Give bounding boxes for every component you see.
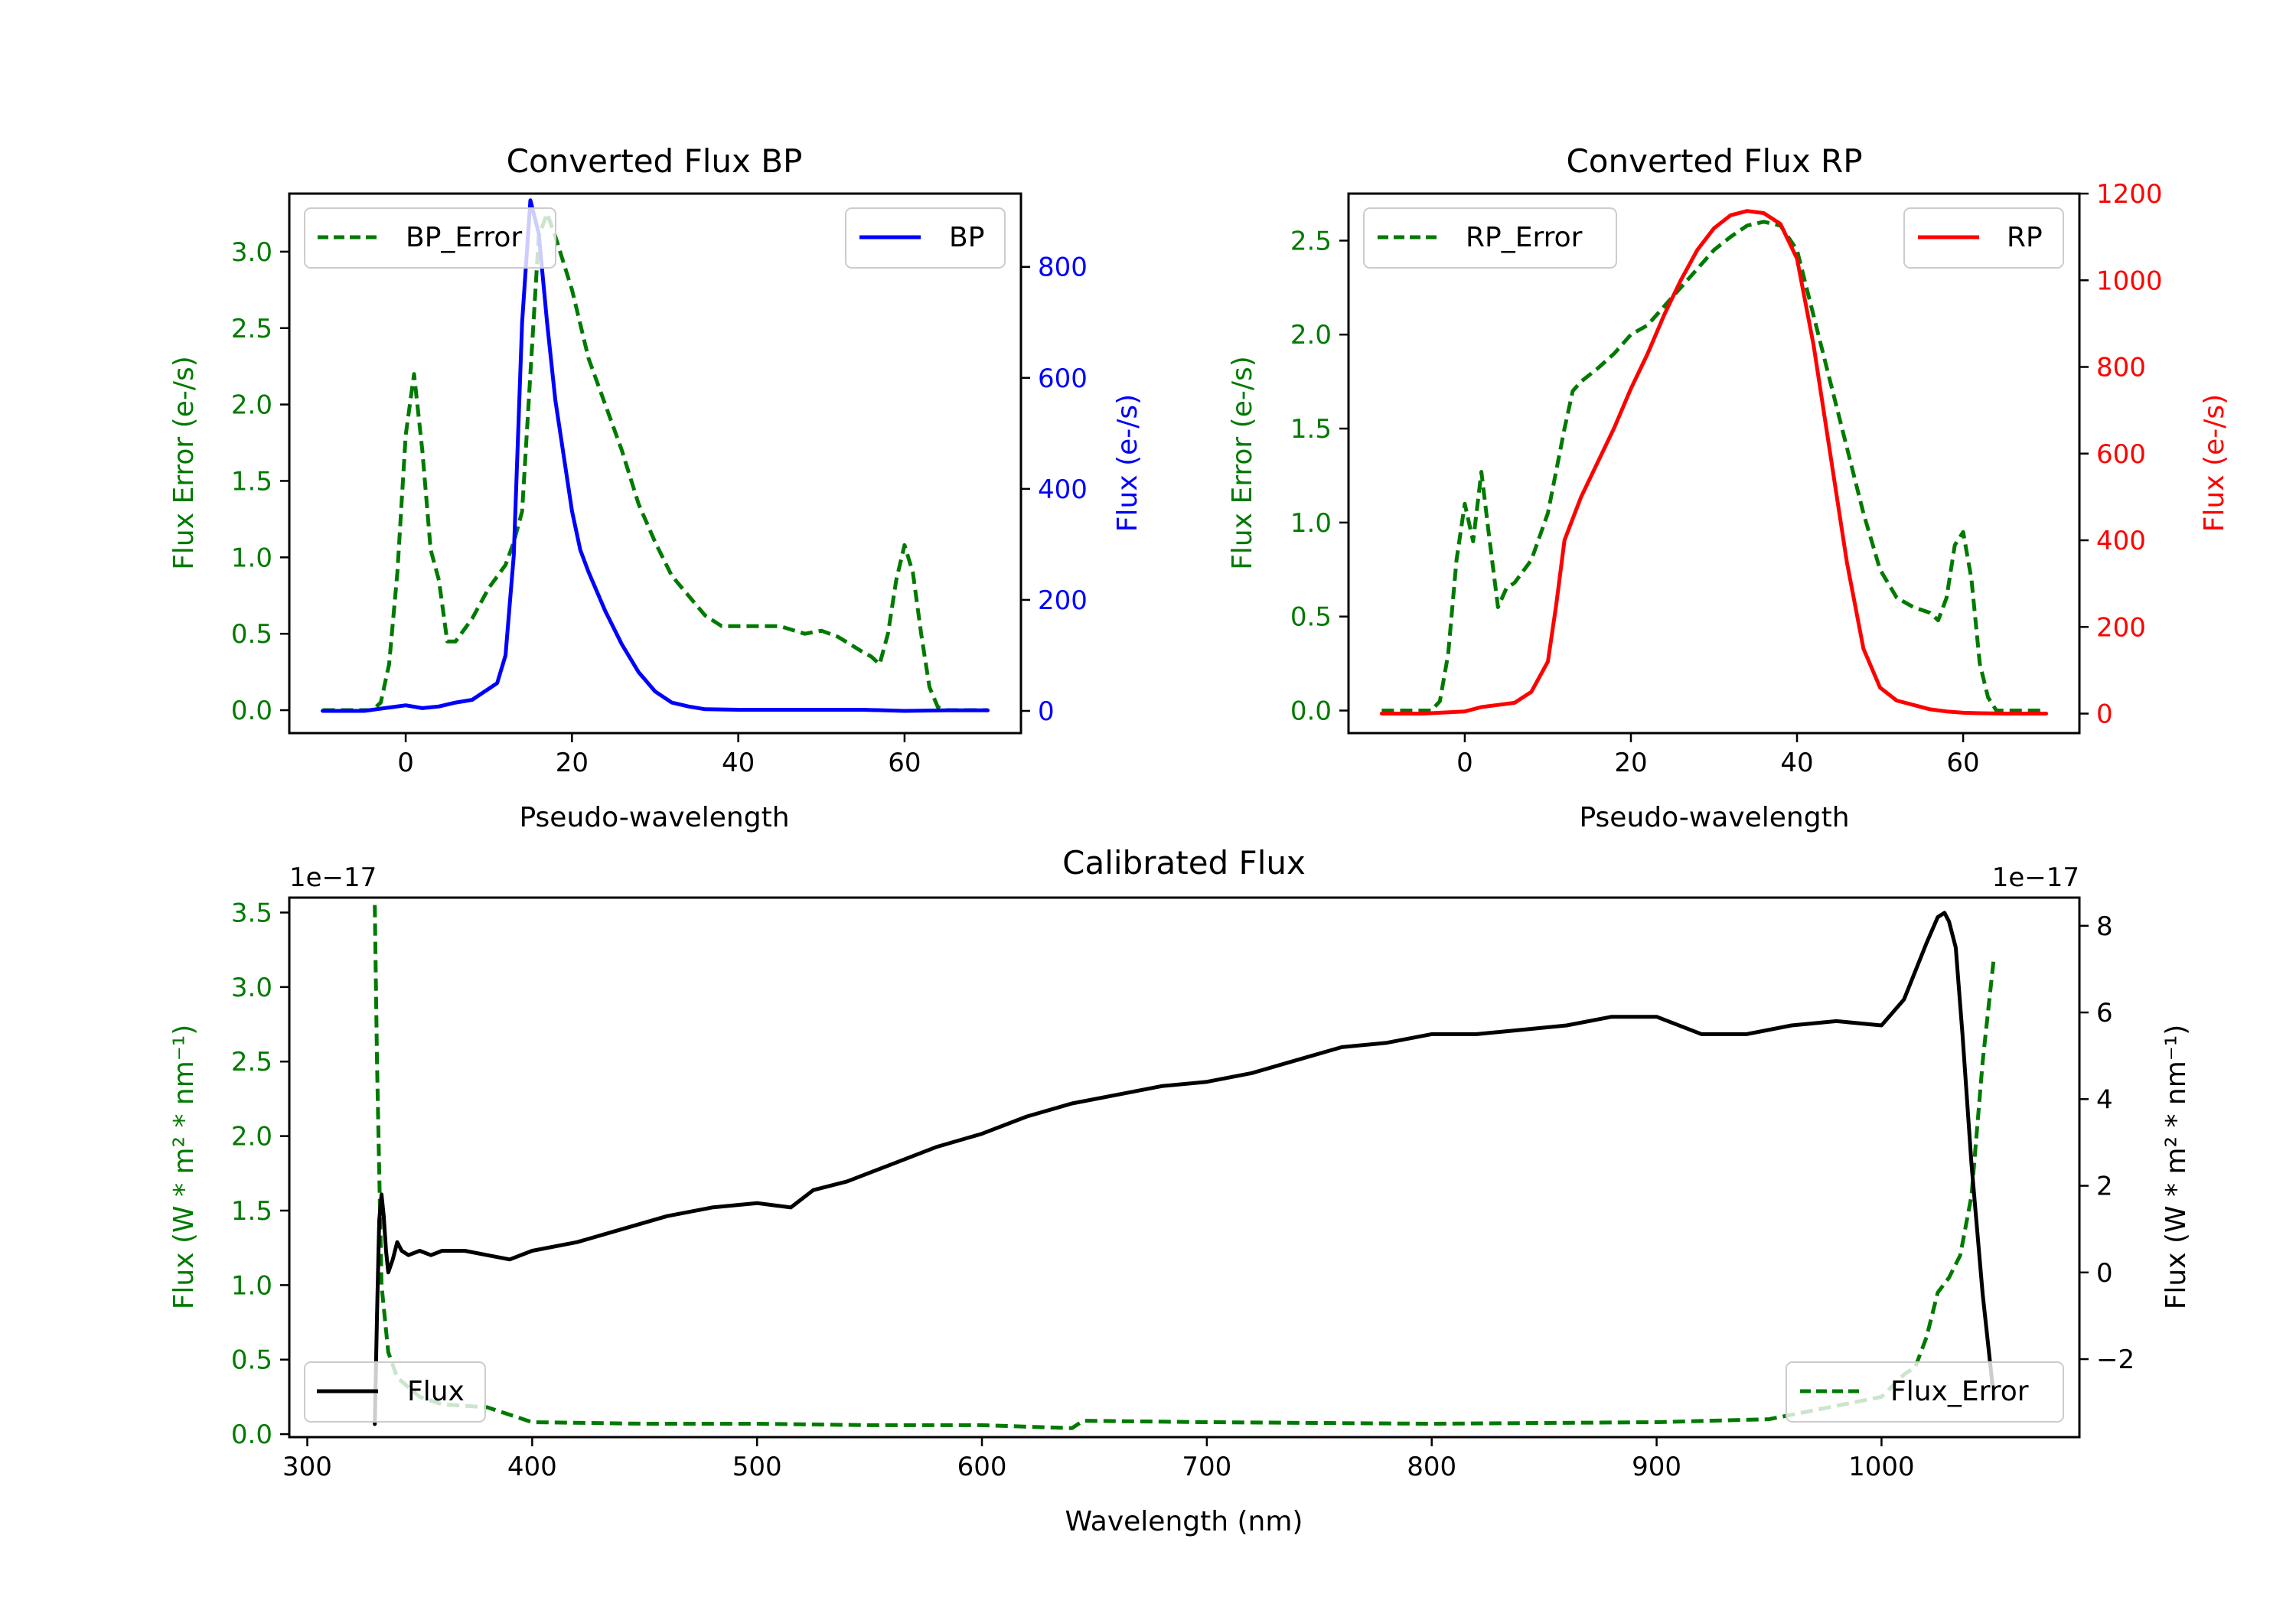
rp-series-rp	[1379, 209, 2049, 715]
cal-ylabel-left: Flux (W * m² * nm⁻¹)	[168, 1025, 200, 1310]
rp-ytick-right-label: 400	[2096, 526, 2146, 556]
bp-xlabel: Pseudo-wavelength	[519, 802, 789, 833]
cal-ytick-right-label: −2	[2096, 1345, 2135, 1375]
bp-series-bp-error	[322, 211, 988, 712]
cal-xtick-label: 500	[732, 1452, 782, 1482]
cal-legend-right-label: Flux_Error	[1890, 1376, 2029, 1407]
bp-ytick-left-label: 1.5	[231, 466, 272, 497]
cal-xtick-label: 1000	[1848, 1452, 1915, 1482]
bp-ytick-right-label: 600	[1038, 363, 1088, 394]
rp-ytick-right-label: 600	[2096, 439, 2146, 470]
cal-xtick-label: 300	[282, 1452, 332, 1482]
bp-series-bp	[321, 198, 990, 713]
bp-ytick-left-label: 2.5	[231, 314, 272, 344]
bp-ytick-left-label: 3.0	[231, 237, 272, 268]
cal-legend-left-label: Flux	[407, 1376, 465, 1407]
rp-legend-right-label: RP	[2007, 222, 2043, 253]
cal-ytick-left-label: 2.0	[231, 1122, 272, 1152]
cal-xtick-label: 800	[1407, 1452, 1456, 1482]
cal-ytick-left-label: 0.0	[231, 1420, 272, 1450]
cal-ytick-right-label: 0	[2096, 1258, 2113, 1289]
rp-legend-right: RP	[1903, 207, 2064, 269]
bp-ytick-left-label: 2.0	[231, 390, 272, 421]
cal-offset-right: 1e−17	[1992, 862, 2079, 893]
bp-legend-right: BP	[845, 207, 1006, 269]
bp-xtick-label: 0	[397, 748, 414, 778]
bp-legend-right-label: BP	[949, 222, 984, 253]
cal-xlabel: Wavelength (nm)	[1065, 1506, 1303, 1537]
bp-ytick-left-label: 0.0	[231, 696, 272, 726]
bp-legend-left: BP_Error	[304, 207, 556, 269]
rp-xtick-label: 40	[1780, 748, 1813, 778]
cal-legend-left: Flux	[304, 1361, 486, 1423]
cal-legend-right: Flux_Error	[1786, 1361, 2064, 1423]
rp-xtick-label: 20	[1614, 748, 1647, 778]
rp-ytick-right-label: 800	[2096, 353, 2146, 383]
cal-offset-left: 1e−17	[289, 862, 377, 893]
cal-xtick-label: 900	[1632, 1452, 1681, 1482]
bp-ytick-right-label: 200	[1038, 585, 1088, 616]
cal-xtick-label: 600	[957, 1452, 1007, 1482]
bp-ytick-left-label: 0.5	[231, 619, 272, 650]
bp-ytick-right-label: 800	[1038, 253, 1088, 283]
cal-xtick-label: 400	[507, 1452, 557, 1482]
rp-ytick-right-label: 200	[2096, 612, 2146, 643]
rp-xtick-label: 60	[1946, 748, 1979, 778]
rp-ytick-left-label: 0.0	[1290, 696, 1332, 727]
rp-ylabel-left: Flux Error (e-/s)	[1227, 356, 1258, 570]
cal-plot-frame	[288, 896, 2081, 1439]
rp-title: Converted Flux RP	[1566, 142, 1862, 180]
bp-ytick-right-label: 0	[1038, 696, 1055, 727]
rp-ytick-right-label: 1200	[2096, 179, 2163, 210]
cal-ytick-left-label: 3.0	[231, 973, 272, 1003]
cal-ytick-left-label: 1.5	[231, 1196, 272, 1227]
cal-ytick-right-label: 8	[2096, 911, 2113, 942]
panel-calibrated: Calibrated Flux 300 400 500 600 700 800 900 100…	[168, 844, 2192, 1537]
bp-xtick-label: 40	[722, 748, 755, 778]
rp-ytick-left-label: 2.0	[1290, 320, 1332, 350]
cal-ytick-left-label: 2.5	[231, 1047, 272, 1077]
rp-ytick-right-label: 0	[2096, 699, 2113, 730]
cal-ylabel-right: Flux (W * m² * nm⁻¹)	[2161, 1025, 2192, 1310]
bp-ylabel-left: Flux Error (e-/s)	[168, 356, 200, 570]
bp-ytick-left-label: 1.0	[231, 543, 272, 573]
rp-ytick-left-label: 2.5	[1290, 226, 1332, 256]
rp-ytick-right-label: 1000	[2096, 266, 2163, 296]
bp-title: Converted Flux BP	[507, 142, 803, 180]
cal-series-flux	[373, 911, 1996, 1426]
panel-rp: Converted Flux RP 0 20 40 60 0.0 0.5 1.0 1.5 2.…	[1227, 142, 2230, 833]
rp-ytick-left-label: 1.0	[1290, 508, 1332, 539]
cal-ytick-right-label: 2	[2096, 1172, 2113, 1202]
bp-xtick-label: 60	[888, 748, 921, 778]
cal-title: Calibrated Flux	[1062, 844, 1306, 882]
rp-plot-frame	[1347, 192, 2081, 735]
rp-legend-left: RP_Error	[1363, 207, 1617, 269]
cal-ytick-left-label: 3.5	[231, 898, 272, 928]
rp-ylabel-right: Flux (e-/s)	[2199, 394, 2230, 532]
panel-bp: Converted Flux BP 0 20 40 60 0.0 0.5 1.0 1.5 2.…	[168, 142, 1143, 833]
bp-ylabel-right: Flux (e-/s)	[1112, 394, 1143, 532]
cal-xtick-label: 700	[1182, 1452, 1231, 1482]
cal-ytick-right-label: 6	[2096, 998, 2113, 1028]
rp-ytick-left-label: 0.5	[1290, 602, 1332, 633]
rp-legend-left-label: RP_Error	[1466, 222, 1583, 253]
cal-ytick-left-label: 0.5	[231, 1345, 272, 1376]
bp-legend-left-label: BP_Error	[406, 222, 522, 253]
rp-ytick-left-label: 1.5	[1290, 414, 1332, 445]
cal-ytick-right-label: 4	[2096, 1084, 2113, 1115]
rp-xlabel: Pseudo-wavelength	[1579, 802, 1849, 833]
cal-ytick-left-label: 1.0	[231, 1270, 272, 1301]
rp-xtick-label: 0	[1456, 748, 1473, 778]
rp-series-rp-error	[1381, 220, 2047, 712]
bp-xtick-label: 20	[556, 748, 589, 778]
bp-plot-frame	[288, 192, 1022, 735]
bp-ytick-right-label: 400	[1038, 474, 1088, 505]
